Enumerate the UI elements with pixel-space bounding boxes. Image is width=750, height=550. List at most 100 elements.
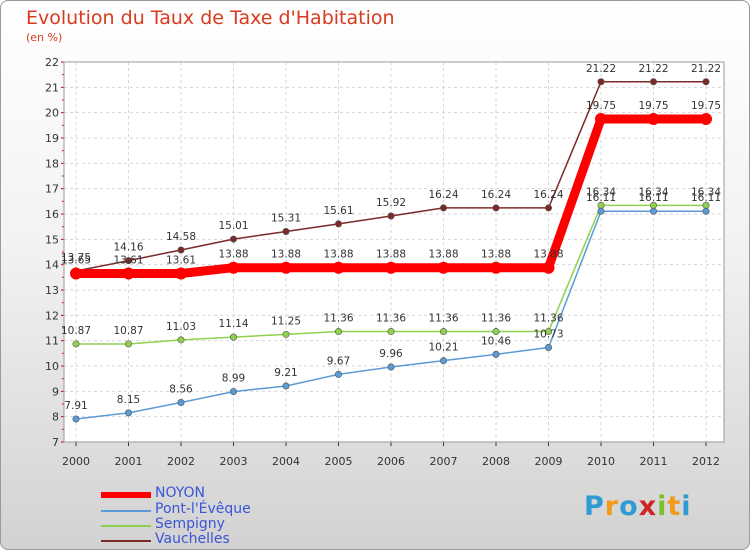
y-tick-label: 21 [45,81,59,94]
data-label: 13.88 [271,249,301,261]
data-label: 9.96 [379,348,403,360]
data-label: 15.31 [271,212,301,224]
data-point [385,261,397,274]
data-label: 16.34 [691,186,721,198]
data-label: 21.22 [586,63,616,75]
chart-title: Evolution du Taux de Taxe d'Habitation [26,7,395,29]
data-label: 13.88 [533,249,563,261]
data-point [387,363,395,371]
data-point [492,204,500,212]
data-label: 8.99 [222,373,245,385]
data-point [649,207,657,215]
data-label: 10.87 [113,325,143,337]
data-point [280,261,292,274]
data-point [439,204,447,212]
y-tick-label: 14 [45,259,59,272]
data-label: 13.88 [428,249,458,261]
data-point [334,328,342,336]
data-label: 16.24 [533,189,563,201]
logo-letter: o [619,491,639,522]
data-point [282,330,290,338]
data-point [122,267,135,280]
data-point [492,350,500,358]
data-label: 15.92 [376,197,406,209]
data-label: 19.75 [691,100,721,112]
logo-letter: t [667,491,682,522]
data-label: 19.75 [638,100,668,112]
data-label: 10.46 [481,335,511,347]
data-label: 13.65 [61,255,91,267]
data-label: 9.21 [274,367,297,379]
data-point [332,261,345,274]
data-label: 8.15 [117,394,140,406]
y-tick-label: 13 [45,284,59,297]
data-point [700,113,712,125]
data-point [230,333,238,341]
data-point [282,382,290,390]
data-point [439,357,447,365]
data-label: 13.88 [218,249,248,261]
data-label: 13.61 [113,255,143,267]
data-label: 13.61 [166,255,196,267]
x-tick-label: 2010 [587,455,615,468]
data-label: 11.36 [376,313,406,325]
data-label: 11.36 [428,313,458,325]
data-label: 21.22 [691,63,721,75]
legend-label: NOYON [155,485,206,501]
y-tick-label: 19 [45,132,59,145]
data-point [334,220,342,228]
logo-letter: x [638,491,658,522]
data-point [230,388,238,396]
data-point [702,78,710,86]
legend-swatch [101,492,151,498]
logo-letter: i [681,491,692,522]
data-label: 13.88 [481,249,511,261]
y-tick-label: 15 [45,233,59,246]
logo-letter: P [584,491,605,522]
y-tick-label: 16 [45,208,59,221]
x-tick-label: 2006 [377,455,405,468]
legend-label: Pont-l'Évêque [155,501,251,517]
y-tick-label: 18 [45,157,59,170]
y-tick-label: 8 [52,411,59,424]
data-label: 14.16 [113,242,143,254]
proxiti-logo: Proxiti [584,491,692,522]
data-point [177,398,185,406]
x-tick-label: 2000 [62,455,90,468]
data-label: 16.34 [638,186,668,198]
data-label: 16.11 [691,192,721,204]
data-point [647,113,660,125]
data-point [72,340,80,348]
data-label: 15.61 [323,205,353,217]
y-tick-label: 22 [45,56,59,69]
data-point [542,261,555,274]
data-point [544,204,552,212]
data-point [649,78,657,86]
data-point [72,415,80,423]
data-point [125,257,133,265]
data-label: 14.58 [166,231,196,243]
data-label: 13.75 [61,252,91,264]
data-point [544,344,552,352]
data-point [230,235,238,243]
x-tick-label: 2003 [220,455,248,468]
data-point [282,227,290,235]
legend-swatch [101,510,151,512]
data-point [177,246,185,254]
x-tick-label: 2012 [692,455,720,468]
data-point [597,207,605,215]
legend-swatch [101,525,151,527]
y-tick-label: 17 [45,183,59,196]
x-tick-label: 2001 [115,455,143,468]
data-point [597,78,605,86]
data-label: 11.36 [481,313,511,325]
data-point [702,207,710,215]
data-label: 9.67 [327,355,350,367]
data-point [387,328,395,336]
data-point [177,336,185,344]
data-point [439,328,447,336]
y-tick-label: 10 [45,360,59,373]
data-point [544,328,552,336]
